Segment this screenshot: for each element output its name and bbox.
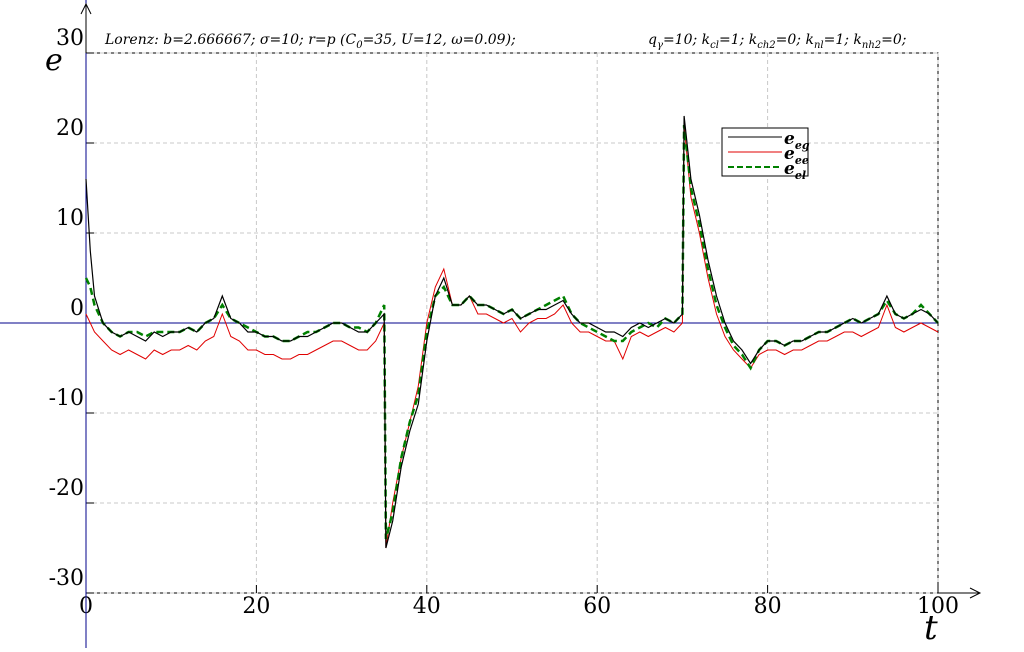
text-part: Lorenz: b=2.666667; σ=10; r=p (C xyxy=(104,32,356,48)
subscript: nh2 xyxy=(862,40,881,51)
text-part: =0; xyxy=(881,32,906,48)
subscript: nl xyxy=(814,40,824,51)
x-axis-arrow xyxy=(938,587,982,599)
x-tick-label: 80 xyxy=(754,594,782,619)
y-tick-label: 30 xyxy=(56,26,84,51)
series-line xyxy=(85,124,939,549)
x-tick-label: 40 xyxy=(413,594,441,619)
x-tick-label: 100 xyxy=(917,594,959,619)
text-part: =10; k xyxy=(663,32,710,48)
y-axis-arrow xyxy=(80,2,92,53)
x-axis-label: t xyxy=(924,608,938,648)
y-tick-label: 0 xyxy=(70,296,84,321)
x-tick-label: 20 xyxy=(242,594,270,619)
legend-label: eel xyxy=(784,159,806,182)
text-part: =35, U=12, ω=0.09); xyxy=(363,32,516,48)
legend-subscript: eg xyxy=(795,139,810,152)
y-tick-label: 10 xyxy=(56,206,84,231)
legend-label: eeg xyxy=(784,129,810,152)
x-tick-label: 60 xyxy=(583,594,611,619)
legend-name: e xyxy=(784,159,795,179)
text-part: q xyxy=(648,32,657,48)
legend-name: e xyxy=(784,129,795,149)
legend-subscript: el xyxy=(795,169,806,182)
annotation: qγ=10; kcl=1; kch2=0; knl=1; knh2=0; xyxy=(648,32,907,51)
series-line xyxy=(84,124,939,540)
y-tick-label: -30 xyxy=(49,566,84,591)
legend-label: eee xyxy=(784,144,809,167)
legend-name: e xyxy=(784,144,795,164)
text-part: =0; k xyxy=(776,32,814,48)
y-axis-label: e xyxy=(45,43,63,78)
subscript: ch2 xyxy=(757,40,775,51)
legend-subscript: ee xyxy=(795,154,809,167)
y-tick-label: -10 xyxy=(49,386,84,411)
subscript: cl xyxy=(710,40,719,51)
series-line xyxy=(85,115,939,549)
text-part: =1; k xyxy=(824,32,862,48)
text-part: =1; k xyxy=(719,32,757,48)
chart-title: Lorenz: b=2.666667; σ=10; r=p (C0=35, U=… xyxy=(104,32,516,51)
y-tick-label: 20 xyxy=(56,116,84,141)
y-tick-label: -20 xyxy=(49,476,84,501)
subscript: γ xyxy=(657,40,663,51)
subscript: 0 xyxy=(356,40,363,51)
